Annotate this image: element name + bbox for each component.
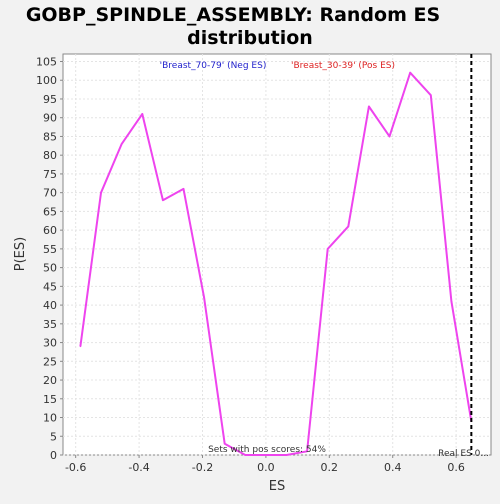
y-tick-label: 85: [43, 130, 57, 143]
x-tick-label: -0.4: [128, 461, 149, 474]
data-point: [79, 345, 82, 348]
y-tick-label: 100: [36, 74, 57, 87]
data-point: [162, 199, 164, 201]
data-point: [223, 442, 226, 445]
y-tick-label: 75: [43, 168, 57, 181]
chart-title-line-2: distribution: [187, 27, 313, 49]
data-point: [388, 135, 391, 138]
legend-entry-pos: 'Breast_30-39' (Pos ES): [291, 61, 395, 71]
data-point: [141, 113, 144, 115]
x-tick-label: 0.4: [384, 461, 402, 474]
y-tick-label: 5: [50, 430, 57, 443]
real-es-label: Real ES 0...: [438, 449, 489, 459]
y-tick-label: 10: [43, 412, 57, 425]
y-axis-label: P(ES): [13, 237, 28, 271]
data-point: [368, 105, 370, 108]
y-tick-label: 70: [43, 187, 57, 200]
axis-ticks: 0 5 10 15 20 25 30 35 40 45 50 55 60 65 70 75 80 85 90 95 10…: [36, 55, 465, 474]
data-point: [450, 300, 453, 303]
legend-entry-neg: 'Breast_70-79' (Neg ES): [160, 61, 267, 71]
data-point: [120, 143, 123, 145]
y-tick-label: 50: [43, 262, 57, 275]
series: [79, 54, 473, 456]
data-point: [285, 454, 288, 456]
y-tick-label: 25: [43, 355, 57, 368]
data-point: [409, 71, 411, 74]
data-point: [244, 454, 247, 456]
data-point: [306, 450, 308, 453]
sets-with-pos-scores: Sets with pos scores: 54%: [208, 445, 326, 455]
x-tick-label: -0.6: [65, 461, 86, 474]
data-point: [429, 94, 432, 97]
y-tick-label: 90: [43, 112, 57, 125]
y-tick-label: 65: [43, 205, 57, 218]
y-tick-label: 105: [36, 55, 57, 68]
y-tick-label: 0: [50, 449, 57, 462]
x-tick-label: 0.6: [447, 461, 465, 474]
x-axis-label: ES: [269, 479, 285, 494]
chart-title-line-1: GOBP_SPINDLE_ASSEMBLY: Random ES: [26, 4, 440, 26]
y-tick-label: 40: [43, 299, 57, 312]
y-tick-label: 55: [43, 243, 57, 256]
y-tick-label: 20: [43, 374, 57, 387]
x-tick-label: 0.0: [257, 461, 275, 474]
data-point: [265, 454, 267, 456]
data-point: [326, 248, 329, 250]
y-tick-label: 60: [43, 224, 57, 237]
x-tick-label: 0.2: [321, 461, 339, 474]
plot-area: [62, 53, 492, 456]
data-point: [100, 191, 102, 194]
grid: [63, 54, 491, 456]
y-tick-label: 95: [43, 93, 57, 106]
data-point: [347, 225, 350, 228]
data-point: [182, 188, 185, 190]
y-tick-label: 35: [43, 318, 57, 331]
series-line: [79, 71, 473, 456]
x-tick-label: -0.2: [192, 461, 213, 474]
data-point: [203, 296, 205, 299]
y-tick-label: 80: [43, 149, 57, 162]
y-tick-label: 45: [43, 280, 57, 293]
y-tick-label: 15: [43, 393, 57, 406]
y-tick-label: 30: [43, 337, 57, 350]
